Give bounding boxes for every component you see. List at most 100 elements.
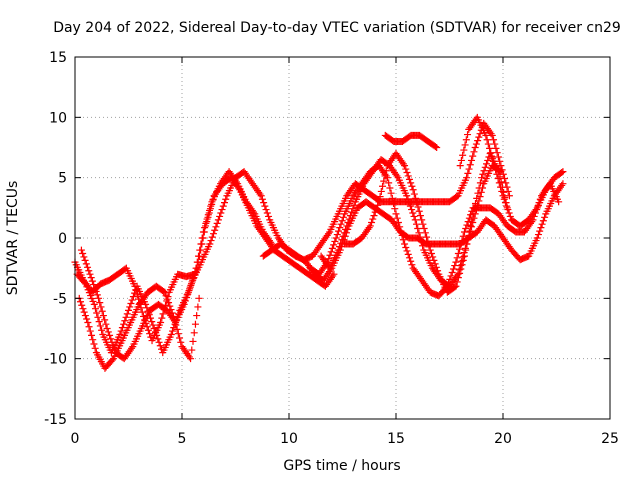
- data-point: [468, 223, 476, 231]
- data-point: [559, 168, 567, 176]
- data-point: [90, 281, 98, 289]
- data-point: [163, 295, 171, 303]
- data-point: [376, 193, 384, 201]
- data-point: [460, 146, 468, 154]
- data-point: [474, 137, 482, 145]
- data-point: [258, 195, 266, 203]
- data-point: [325, 255, 333, 263]
- data-point: [349, 205, 357, 213]
- data-point: [161, 288, 169, 296]
- data-point: [183, 293, 191, 301]
- data-point: [408, 206, 416, 214]
- data-point: [421, 229, 429, 237]
- data-point: [403, 247, 411, 255]
- data-point: [390, 200, 398, 208]
- data-point: [488, 153, 496, 161]
- data-point: [261, 202, 269, 210]
- data-point: [406, 202, 414, 210]
- data-point: [452, 258, 460, 266]
- data-point: [103, 325, 111, 332]
- data-point: [91, 305, 99, 313]
- data-point: [197, 246, 205, 254]
- data-point: [80, 253, 88, 261]
- data-point: [401, 240, 409, 248]
- data-point: [500, 188, 508, 196]
- data-point: [77, 246, 85, 254]
- data-point: [260, 199, 268, 207]
- data-point: [208, 233, 216, 241]
- data-point: [431, 143, 439, 151]
- data-point: [125, 306, 132, 314]
- data-point: [78, 301, 86, 309]
- data-point: [181, 297, 189, 305]
- data-point: [368, 218, 376, 226]
- data-point: [489, 157, 497, 165]
- data-point: [429, 253, 437, 261]
- y-tick-label: 0: [58, 231, 67, 247]
- data-point: [158, 314, 166, 322]
- data-point: [408, 261, 416, 269]
- data-point: [431, 260, 439, 268]
- satellite-track-9: [381, 131, 441, 151]
- data-point: [533, 234, 541, 242]
- data-point: [369, 215, 377, 223]
- data-point: [392, 210, 400, 218]
- data-point: [463, 174, 471, 182]
- data-point: [371, 208, 379, 216]
- data-point: [466, 161, 474, 169]
- data-point: [335, 243, 343, 251]
- data-point: [467, 222, 475, 230]
- data-point: [166, 302, 174, 310]
- data-point: [165, 299, 173, 307]
- data-point: [490, 136, 498, 144]
- data-point: [193, 264, 201, 272]
- data-point: [101, 316, 109, 324]
- data-point: [497, 183, 505, 191]
- data-point: [121, 317, 129, 325]
- data-point: [222, 195, 230, 203]
- data-point: [459, 256, 467, 264]
- data-point: [194, 303, 202, 311]
- data-point: [414, 225, 422, 233]
- y-tick-label: 10: [49, 110, 67, 126]
- data-point: [463, 221, 471, 229]
- data-point: [142, 300, 150, 308]
- data-point: [479, 170, 487, 178]
- data-point: [403, 192, 411, 200]
- data-point: [195, 252, 203, 260]
- data-point: [89, 336, 97, 344]
- data-point: [541, 213, 549, 221]
- data-point: [220, 199, 228, 207]
- data-point: [559, 180, 567, 188]
- data-point: [344, 218, 352, 226]
- data-point: [212, 223, 220, 231]
- data-point: [452, 282, 460, 290]
- data-point: [128, 344, 136, 352]
- data-point: [128, 296, 136, 304]
- data-point: [176, 334, 184, 342]
- data-point: [469, 210, 477, 218]
- data-point: [388, 194, 396, 202]
- data-point: [330, 241, 338, 249]
- data-point: [470, 205, 478, 213]
- data-point: [144, 326, 152, 334]
- data-point: [334, 246, 342, 254]
- data-point: [331, 237, 339, 245]
- data-point: [219, 202, 227, 210]
- data-point: [159, 310, 167, 318]
- data-point: [92, 287, 100, 295]
- data-point: [472, 140, 480, 148]
- data-point: [415, 207, 423, 215]
- data-point: [426, 246, 434, 254]
- data-point: [486, 144, 494, 152]
- data-point: [416, 212, 424, 220]
- data-point: [558, 168, 566, 176]
- data-point: [475, 184, 483, 192]
- data-point: [205, 209, 213, 217]
- data-point: [263, 209, 271, 217]
- data-point: [411, 216, 419, 224]
- data-point: [348, 208, 356, 216]
- data-point: [366, 222, 374, 230]
- data-point: [425, 242, 433, 250]
- data-point: [200, 228, 208, 236]
